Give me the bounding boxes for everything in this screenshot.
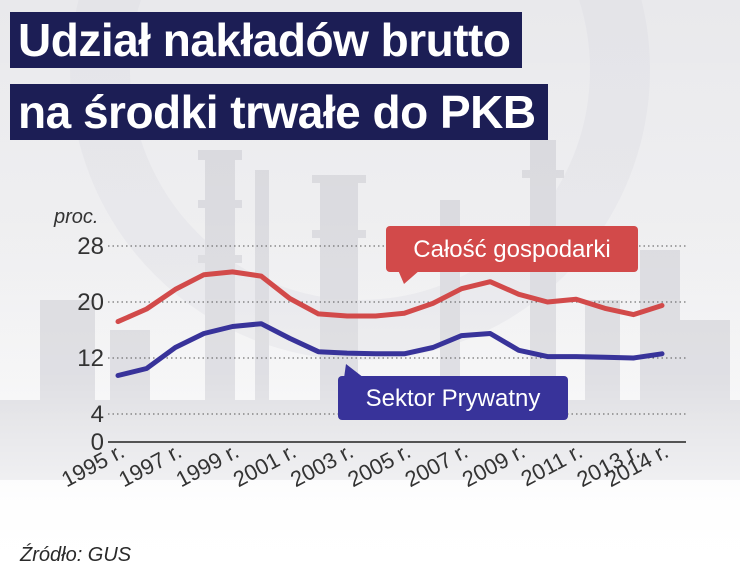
x-tick-label: 2001 r. [229, 438, 300, 492]
chart-title-line-1: Udział nakładów brutto [10, 12, 523, 68]
y-tick-label: 20 [77, 289, 104, 316]
series-line-total-economy [115, 269, 665, 325]
x-tick-label: 2014 r. [601, 438, 672, 492]
y-tick-label: 28 [77, 233, 104, 260]
x-tick-label: 2009 r. [458, 438, 529, 492]
x-tick-label: 2011 r. [517, 438, 587, 491]
callout-box-private-sector [338, 376, 568, 420]
y-tick-label: 4 [91, 401, 104, 428]
x-axis-ticks: 1995 r.1997 r.1999 r.2001 r.2003 r.2005 … [57, 438, 672, 492]
callout-label-total-economy: Całość gospodarki [413, 236, 610, 263]
y-axis-label: proc. [53, 206, 98, 228]
x-tick-label: 2003 r. [286, 438, 357, 492]
x-tick-label: 1997 r. [114, 438, 185, 492]
callout-box-total-economy [386, 226, 638, 272]
callout-pointer-private-sector [344, 364, 364, 378]
x-tick-label: 1999 r. [172, 438, 243, 492]
source-note: Źródło: GUS [20, 544, 132, 566]
chart-title-line-2: na środki trwałe do PKB [10, 84, 548, 140]
y-tick-label: 12 [77, 345, 104, 372]
series-callouts: Całość gospodarki Sektor Prywatny [338, 226, 638, 420]
callout-pointer-total-economy [398, 270, 420, 284]
x-tick-label: 2005 r. [344, 438, 415, 492]
series-lines [115, 269, 665, 378]
callout-label-private-sector: Sektor Prywatny [366, 385, 541, 412]
y-tick-label: 0 [91, 429, 104, 456]
series-line-private-sector [115, 321, 665, 378]
x-tick-label: 2007 r. [401, 438, 472, 492]
y-axis-ticks: 04 12 20 28 [77, 233, 104, 456]
